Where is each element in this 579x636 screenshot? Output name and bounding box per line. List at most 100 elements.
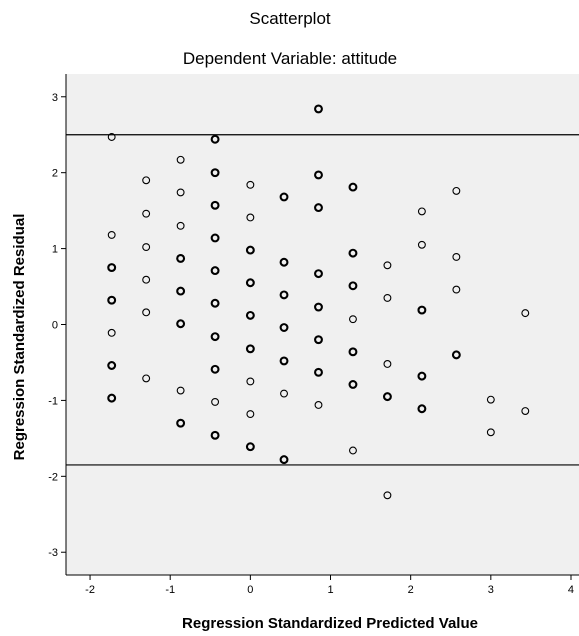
y-tick-label-6: -2 [48,471,58,483]
plot-area [66,74,579,575]
data-point-77 [486,395,495,404]
x-tick-label-4: 1 [327,584,333,596]
data-point-30 [211,397,220,406]
data-point-75 [452,285,461,294]
data-point-20 [176,386,185,395]
data-point-63 [383,261,392,270]
data-point-29 [210,364,220,374]
data-point-73 [452,186,461,195]
data-point-55 [314,401,323,409]
x-tick-label-1: -2 [85,584,95,596]
y-tick-label-3: 1 [52,244,58,256]
x-tick-label-7: 4 [568,584,574,596]
data-point-33 [246,213,255,222]
data-point-71 [417,371,427,381]
x-tick-label-6: 3 [488,584,494,596]
data-point-50 [314,203,323,213]
data-point-12 [142,308,151,317]
data-point-23 [210,168,220,178]
data-point-64 [383,293,392,302]
data-point-78 [486,428,495,437]
data-point-45 [279,356,289,366]
data-point-2 [107,230,116,239]
y-tick-label-4: 0 [52,320,58,332]
data-point-9 [142,209,151,218]
data-point-38 [246,377,255,386]
data-point-54 [314,367,323,377]
y-tick-label-1: 3 [52,92,58,104]
data-point-34 [245,245,255,255]
data-point-59 [349,315,357,324]
data-point-15 [176,188,185,197]
data-point-31 [210,430,220,440]
data-point-62 [349,446,357,455]
scatter-points [107,104,530,500]
data-point-57 [348,248,358,258]
data-point-70 [417,305,427,315]
data-point-27 [210,298,220,308]
x-axis-ticks: -2 -1 0 1 2 3 4 [85,575,574,596]
data-point-66 [382,392,392,402]
x-tick-label-2: -1 [165,584,175,596]
data-point-69 [417,240,426,249]
data-point-61 [348,380,358,389]
data-point-48 [314,104,323,114]
data-point-17 [176,254,186,263]
y-tick-label-5: -1 [48,395,58,407]
y-axis-ticks: 3 2 1 0 -1 -2 -3 [48,92,66,559]
data-point-39 [246,410,255,419]
data-point-80 [521,407,530,415]
data-point-68 [417,207,426,216]
data-point-42 [279,257,289,267]
data-point-43 [279,290,289,300]
data-point-7 [107,393,117,403]
data-point-36 [245,310,255,320]
data-point-14 [176,155,185,164]
reference-lines [66,134,579,466]
data-point-58 [348,281,358,291]
data-point-18 [176,286,186,296]
data-point-16 [176,221,185,230]
data-point-21 [176,418,186,428]
data-point-44 [279,323,289,332]
data-point-35 [245,278,255,288]
data-point-60 [348,347,358,357]
x-axis-title: Regression Standardized Predicted Value [182,615,478,632]
data-point-41 [279,192,289,202]
data-point-65 [383,360,392,368]
data-point-19 [176,319,186,329]
data-point-26 [210,266,220,276]
data-point-51 [314,269,323,279]
data-point-3 [107,263,117,273]
data-point-37 [245,344,255,354]
data-point-6 [107,361,117,370]
data-point-13 [142,374,151,383]
data-point-8 [142,176,151,185]
data-point-53 [314,335,323,345]
data-point-11 [142,275,151,284]
chart-subtitle: Dependent Variable: attitude [183,49,397,68]
data-point-10 [142,243,151,252]
y-tick-label-7: -3 [48,547,58,559]
data-point-67 [383,491,392,500]
data-point-25 [210,233,220,243]
data-point-24 [210,200,220,210]
data-point-47 [279,455,289,465]
data-point-79 [521,309,530,318]
data-point-52 [314,302,323,312]
data-point-72 [417,404,427,414]
data-point-4 [107,295,117,305]
data-point-22 [210,134,220,144]
data-point-74 [452,252,461,261]
data-point-56 [348,182,358,192]
data-point-28 [210,332,220,342]
data-point-32 [246,180,255,189]
data-point-46 [280,389,288,398]
y-tick-label-2: 2 [52,168,58,180]
data-point-5 [107,328,116,337]
y-axis-title: Regression Standardized Residual [11,214,28,461]
chart-title: Scatterplot [249,9,331,28]
x-tick-label-5: 2 [408,584,414,596]
data-point-49 [314,170,323,180]
